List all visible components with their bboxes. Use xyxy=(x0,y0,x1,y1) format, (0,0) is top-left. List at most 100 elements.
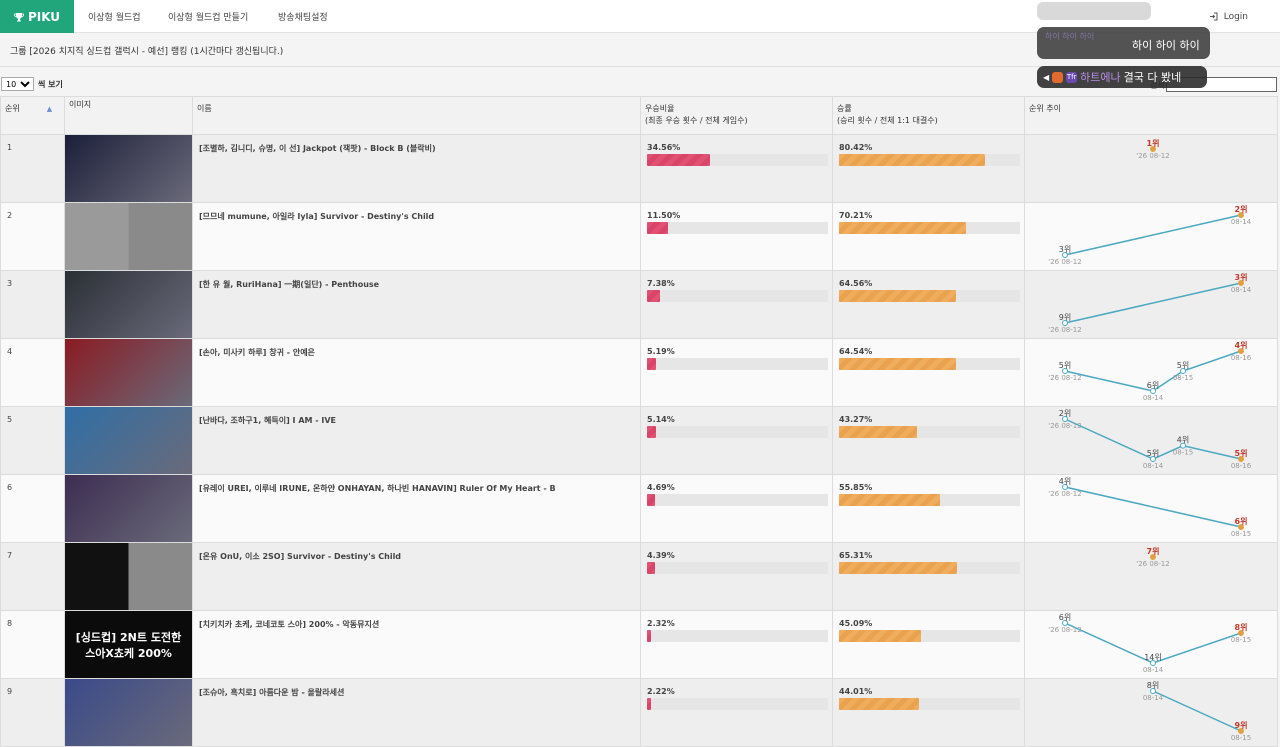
win-rate-cell: 4.69% xyxy=(640,474,833,543)
entry-name[interactable]: [손아, 미사키 하루] 창귀 - 안예은 xyxy=(199,348,315,357)
rank-cell: 6 xyxy=(0,474,65,543)
win-rate-cell: 5.19% xyxy=(640,338,833,407)
trend-point xyxy=(1150,688,1156,694)
rank-number: 6 xyxy=(7,483,13,492)
win-rate-bar-fill xyxy=(647,562,655,574)
table-row: 9 [조슈아, 흑치로] 아름다운 밤 - 올랄라세션 2.22% 44.01% 8위 0… xyxy=(0,678,1278,747)
name-cell[interactable]: [유레이 UREI, 이루네 IRUNE, 온하얀 ONHAYAN, 하나빈 H… xyxy=(192,474,641,543)
rank-number: 9 xyxy=(7,687,13,696)
thumbnail-image[interactable] xyxy=(65,203,192,270)
match-rate-bar-fill xyxy=(839,494,941,506)
entry-name[interactable]: [치키치카 초케, 코네코토 스아] 200% - 악동뮤지션 xyxy=(199,620,380,629)
trend-rank-label: 8위 xyxy=(1147,681,1159,690)
image-cell xyxy=(64,542,193,611)
rank-cell: 8 xyxy=(0,610,65,679)
sort-asc-icon[interactable]: ▲ xyxy=(46,105,53,113)
trend-rank-label: 3위 xyxy=(1059,245,1071,254)
trend-date-label: 08-15 xyxy=(1173,449,1193,457)
thumbnail-image[interactable] xyxy=(65,271,192,338)
trend-rank-label: 9위 xyxy=(1059,313,1071,322)
rank-trend-chart: 2위 '26 08-12 5위 08-14 4위 08-15 5위 08-16 xyxy=(1048,409,1252,470)
entry-name[interactable]: [한 유 월, RuriHana] 一期(일단) - Penthouse xyxy=(199,280,380,289)
trend-point xyxy=(1062,252,1068,258)
name-cell[interactable]: [치키치카 초케, 코네코토 스아] 200% - 악동뮤지션 xyxy=(192,610,641,679)
trophy-icon xyxy=(14,12,24,21)
win-rate-bar-fill xyxy=(647,426,657,438)
header-image-label: 이미지 xyxy=(69,100,92,109)
name-cell[interactable]: [므므네 mumune, 아일라 Iyla] Survivor - Destin… xyxy=(192,202,641,271)
nav-worldcup[interactable]: 이상형 월드컵 xyxy=(88,13,141,23)
match-rate-value: 80.42% xyxy=(839,143,873,152)
trend-date-label: 08-16 xyxy=(1231,462,1252,470)
chat-toast-faded xyxy=(1037,2,1151,20)
header-win-rate[interactable]: 우승비율 (최종 우승 횟수 / 전체 게임수) xyxy=(640,96,833,135)
image-cell xyxy=(64,406,193,475)
chat-message: 하이 하이 하이 xyxy=(1132,39,1200,52)
thumbnail-image[interactable] xyxy=(65,475,192,542)
thumbnail-image[interactable] xyxy=(65,407,192,474)
header-image[interactable]: 이미지 xyxy=(64,96,193,135)
trend-line xyxy=(1064,350,1242,392)
nav-create-worldcup[interactable]: 이상형 월드컵 만들기 xyxy=(168,13,249,23)
thumbnail-image[interactable] xyxy=(65,679,192,746)
name-cell[interactable]: [조슈아, 흑치로] 아름다운 밤 - 올랄라세션 xyxy=(192,678,641,747)
rank-cell: 4 xyxy=(0,338,65,407)
entry-name[interactable]: [난바다, 조하구1, 혜득이] I AM - IVE xyxy=(199,416,336,425)
match-rate-cell: 80.42% xyxy=(832,134,1025,203)
trend-rank-label: 8위 xyxy=(1235,622,1248,632)
rank-number: 2 xyxy=(7,211,13,220)
match-rate-value: 64.56% xyxy=(839,279,873,288)
trend-date-label: 08-15 xyxy=(1231,530,1251,538)
trend-point xyxy=(1062,368,1068,374)
name-cell[interactable]: [한 유 월, RuriHana] 一期(일단) - Penthouse xyxy=(192,270,641,339)
trend-date-label: 08-14 xyxy=(1143,462,1164,470)
win-rate-value: 4.69% xyxy=(647,483,675,492)
header-trend[interactable]: 순위 추이 xyxy=(1024,96,1278,135)
trend-date-label: 08-14 xyxy=(1143,394,1164,402)
name-cell[interactable]: [손아, 미사키 하루] 창귀 - 안예은 xyxy=(192,338,641,407)
trend-rank-label: 5위 xyxy=(1235,448,1248,458)
trend-rank-label: 14위 xyxy=(1144,653,1162,662)
brand-logo[interactable]: PIKU xyxy=(0,0,74,33)
nav-chat-settings[interactable]: 방송채팅설정 xyxy=(278,13,328,23)
rank-trend-chart: 5위 '26 08-12 6위 08-14 5위 08-15 4위 08-16 xyxy=(1048,340,1251,402)
trend-point xyxy=(1150,146,1156,152)
trend-line xyxy=(1064,418,1242,460)
entry-name[interactable]: [므므네 mumune, 아일라 Iyla] Survivor - Destin… xyxy=(199,212,435,221)
thumbnail-image[interactable] xyxy=(65,339,192,406)
name-cell[interactable]: [온유 OnU, 이소 2SO] Survivor - Destiny's Ch… xyxy=(192,542,641,611)
name-cell[interactable]: [난바다, 조하구1, 혜득이] I AM - IVE xyxy=(192,406,641,475)
rank-trend-chart: 7위 '26 08-12 xyxy=(1136,546,1169,568)
trend-cell: 7위 '26 08-12 xyxy=(1024,542,1278,611)
name-cell[interactable]: [조별하, 김니디, 슈명, 이 선] Jackpot (잭팟) - Block… xyxy=(192,134,641,203)
match-rate-value: 44.01% xyxy=(839,687,873,696)
match-rate-bar-fill xyxy=(839,698,919,710)
entry-name[interactable]: [조별하, 김니디, 슈명, 이 선] Jackpot (잭팟) - Block… xyxy=(199,144,436,153)
thumbnail-image[interactable] xyxy=(65,135,192,202)
header-match-rate[interactable]: 승률 (승리 횟수 / 전체 1:1 대결수) xyxy=(832,96,1025,135)
table-body: 1 [조별하, 김니디, 슈명, 이 선] Jackpot (잭팟) - Bloc… xyxy=(0,134,1278,747)
entry-name[interactable]: [유레이 UREI, 이루네 IRUNE, 온하얀 ONHAYAN, 하나빈 H… xyxy=(199,484,556,493)
thumbnail-image[interactable] xyxy=(65,543,192,610)
match-rate-value: 55.85% xyxy=(839,483,873,492)
rank-trend-chart: 8위 08-14 9위 08-15 xyxy=(1143,681,1251,742)
trend-date-label: 08-14 xyxy=(1143,694,1164,702)
image-cell xyxy=(64,338,193,407)
header-rank[interactable]: 순위 ▲ xyxy=(0,96,65,135)
trend-date-label: 08-14 xyxy=(1231,286,1252,294)
trend-cell: 2위 '26 08-12 5위 08-14 4위 08-15 5위 08-16 xyxy=(1024,406,1278,475)
trend-point xyxy=(1180,368,1186,374)
header-name[interactable]: 이름 xyxy=(192,96,641,135)
per-page-select[interactable]: 10 xyxy=(1,77,34,91)
match-rate-bar xyxy=(839,290,1020,302)
login-button[interactable]: Login xyxy=(1209,0,1248,33)
thumbnail-image[interactable]: [싱드컵] 2N트 도전한 스아X쵸케 200% xyxy=(65,611,192,678)
header-win-rate-label: 우승비율 xyxy=(645,104,675,113)
win-rate-value: 2.22% xyxy=(647,687,675,696)
trend-rank-label: 1위 xyxy=(1147,138,1160,148)
trend-point xyxy=(1238,212,1244,218)
match-rate-cell: 64.56% xyxy=(832,270,1025,339)
entry-name[interactable]: [온유 OnU, 이소 2SO] Survivor - Destiny's Ch… xyxy=(199,552,402,561)
trend-point xyxy=(1238,280,1244,286)
entry-name[interactable]: [조슈아, 흑치로] 아름다운 밤 - 올랄라세션 xyxy=(199,688,345,697)
